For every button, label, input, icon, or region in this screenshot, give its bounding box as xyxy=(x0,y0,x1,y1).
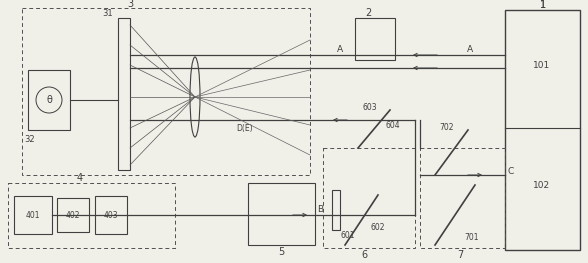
Bar xyxy=(14,196,52,234)
Text: A: A xyxy=(467,45,473,54)
Bar xyxy=(248,183,315,245)
Text: 102: 102 xyxy=(533,180,550,190)
Bar xyxy=(8,183,175,248)
Text: 603: 603 xyxy=(363,103,377,112)
Text: 32: 32 xyxy=(24,135,35,144)
Text: 31: 31 xyxy=(102,9,113,18)
Text: 1: 1 xyxy=(540,0,546,10)
Text: 7: 7 xyxy=(457,250,463,260)
Bar xyxy=(355,18,395,60)
Bar xyxy=(118,18,130,170)
Text: 2: 2 xyxy=(365,8,371,18)
Text: 604: 604 xyxy=(386,120,400,129)
Bar xyxy=(505,10,580,250)
Text: 1: 1 xyxy=(540,0,546,10)
Bar xyxy=(95,196,127,234)
Bar xyxy=(420,148,505,248)
Text: 4: 4 xyxy=(77,173,83,183)
Text: 601: 601 xyxy=(341,231,355,240)
Text: 402: 402 xyxy=(66,210,80,220)
Bar xyxy=(57,198,89,232)
Text: 403: 403 xyxy=(103,210,118,220)
Bar xyxy=(28,70,70,130)
Text: C: C xyxy=(508,166,514,175)
Bar xyxy=(332,190,340,230)
Text: A: A xyxy=(337,45,343,54)
Text: 6: 6 xyxy=(361,250,367,260)
Bar xyxy=(22,8,310,175)
Text: 101: 101 xyxy=(533,62,550,70)
Bar xyxy=(323,148,415,248)
Text: θ: θ xyxy=(46,95,52,105)
Text: 702: 702 xyxy=(440,123,455,132)
Text: 401: 401 xyxy=(26,210,40,220)
Text: 602: 602 xyxy=(371,224,385,232)
Text: 5: 5 xyxy=(278,247,284,257)
Text: 3: 3 xyxy=(127,0,133,9)
Text: 701: 701 xyxy=(465,234,479,242)
Text: D(E): D(E) xyxy=(237,124,253,133)
Text: B: B xyxy=(317,205,323,215)
